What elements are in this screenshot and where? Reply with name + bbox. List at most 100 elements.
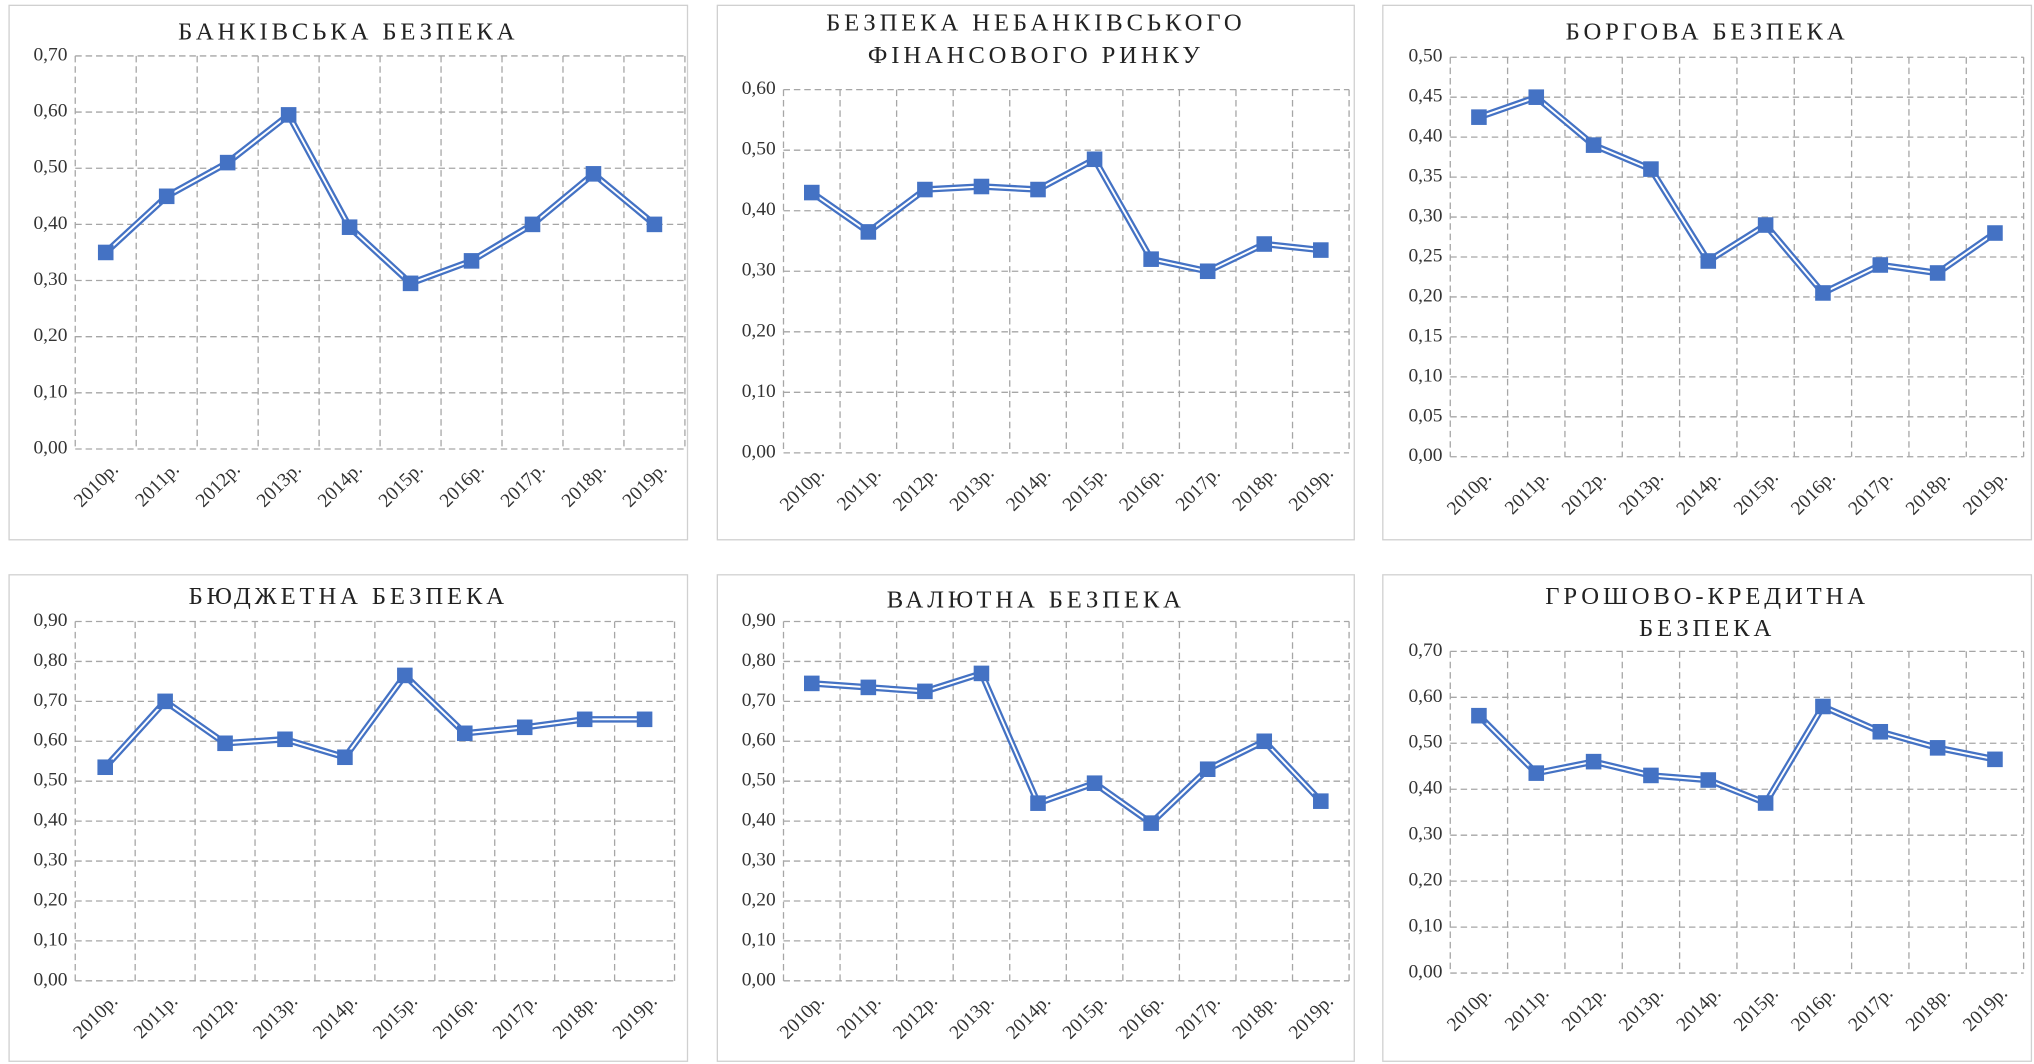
y-tick-label: 0,00 [33, 437, 67, 458]
y-tick-label: 0,00 [33, 969, 67, 990]
chart-title: ВАЛЮТНА БЕЗПЕКА [887, 587, 1185, 614]
marker [1757, 217, 1774, 233]
y-tick-label: 0,20 [742, 320, 776, 341]
y-tick-label: 0,35 [1408, 166, 1442, 187]
y-tick-label: 0,70 [33, 690, 67, 711]
chart-title: БАНКІВСЬКА БЕЗПЕКА [178, 19, 518, 46]
chart-title: БЕЗПЕКА [1639, 615, 1775, 642]
marker [1872, 723, 1889, 740]
chart-title: БОРГОВА БЕЗПЕКА [1566, 19, 1849, 46]
panel-border [8, 4, 689, 541]
marker [1815, 285, 1831, 301]
marker [973, 665, 990, 682]
y-tick-label: 0,20 [1408, 870, 1442, 891]
marker [1700, 772, 1717, 788]
marker [337, 749, 353, 766]
y-tick-label: 0,00 [1408, 445, 1442, 466]
panel-border [716, 4, 1355, 541]
chart-panel: БЕЗПЕКА НЕБАНКІВСЬКОГО ФІНАНСОВОГО РИНКУ 0… [716, 4, 1355, 541]
marker [1757, 795, 1774, 811]
marker [1471, 707, 1487, 724]
marker [1143, 815, 1159, 831]
marker [1086, 775, 1103, 791]
marker [1030, 181, 1046, 198]
y-tick-label: 0,20 [33, 889, 67, 910]
marker [1815, 698, 1831, 715]
series-line-inner [1478, 705, 1996, 804]
y-tick-label: 0,90 [742, 610, 776, 631]
y-tick-label: 0,30 [33, 269, 67, 290]
marker [1872, 257, 1889, 273]
marker [1199, 263, 1216, 280]
y-tick-label: 0,05 [1408, 405, 1442, 426]
y-tick-label: 0,40 [742, 810, 776, 831]
chart-title: ФІНАНСОВОГО РИНКУ [868, 42, 1204, 69]
y-tick-label: 0,10 [742, 381, 776, 402]
y-tick-label: 0,50 [742, 139, 776, 160]
y-tick-label: 0,60 [742, 78, 776, 99]
marker [804, 675, 820, 692]
marker [1471, 109, 1487, 125]
chart-title: БЮДЖЕТНА БЕЗПЕКА [189, 583, 508, 610]
y-tick-label: 0,10 [742, 929, 776, 950]
marker [457, 725, 473, 742]
panel-border [8, 574, 689, 1062]
y-tick-label: 0,70 [742, 690, 776, 711]
marker [804, 184, 820, 201]
marker [1256, 236, 1273, 252]
y-tick-label: 0,40 [1408, 778, 1442, 799]
y-tick-label: 0,90 [33, 610, 67, 631]
marker [1199, 761, 1216, 778]
marker [1256, 733, 1273, 750]
marker [973, 178, 990, 195]
y-tick-label: 0,50 [33, 157, 67, 178]
y-tick-label: 0,50 [33, 770, 67, 791]
marker [1313, 793, 1329, 809]
y-tick-label: 0,40 [33, 213, 67, 234]
marker [397, 667, 413, 684]
y-tick-label: 0,15 [1408, 325, 1442, 346]
y-tick-label: 0,20 [1408, 285, 1442, 306]
marker [1030, 795, 1046, 811]
y-tick-label: 0,40 [1408, 126, 1442, 147]
marker [463, 253, 480, 269]
marker [917, 683, 933, 700]
y-tick-label: 0,30 [33, 850, 67, 871]
y-tick-label: 0,70 [1408, 640, 1442, 661]
y-tick-label: 0,50 [1408, 46, 1442, 67]
y-tick-label: 0,30 [742, 850, 776, 871]
panel-border [716, 574, 1355, 1062]
marker [636, 711, 653, 728]
chart-panel: ВАЛЮТНА БЕЗПЕКА 0,00 0,10 0,20 0,30 0,40 0,50 0… [716, 574, 1355, 1062]
y-tick-label: 0,80 [742, 650, 776, 671]
y-tick-label: 0,10 [33, 381, 67, 402]
marker [277, 731, 293, 748]
marker [97, 759, 113, 776]
marker [158, 188, 175, 205]
marker [585, 166, 602, 182]
marker [1929, 265, 1946, 281]
marker [1313, 242, 1329, 258]
marker [516, 719, 533, 736]
marker [1987, 751, 2003, 768]
marker [1086, 151, 1103, 168]
marker [217, 735, 233, 752]
series-line-inner [105, 113, 656, 285]
marker [1987, 225, 2003, 241]
marker [646, 216, 663, 233]
marker [917, 181, 933, 198]
y-tick-label: 0,10 [33, 929, 67, 950]
marker [1585, 753, 1602, 770]
marker [1643, 767, 1659, 784]
y-tick-label: 0,20 [33, 325, 67, 346]
y-tick-label: 0,20 [742, 889, 776, 910]
marker [1143, 251, 1159, 267]
y-tick-label: 0,60 [33, 730, 67, 751]
marker [1528, 765, 1545, 781]
y-tick-label: 0,30 [742, 260, 776, 281]
y-tick-label: 0,25 [1408, 245, 1442, 266]
y-tick-label: 0,70 [33, 44, 67, 65]
y-tick-label: 0,50 [742, 770, 776, 791]
marker [1929, 740, 1946, 756]
